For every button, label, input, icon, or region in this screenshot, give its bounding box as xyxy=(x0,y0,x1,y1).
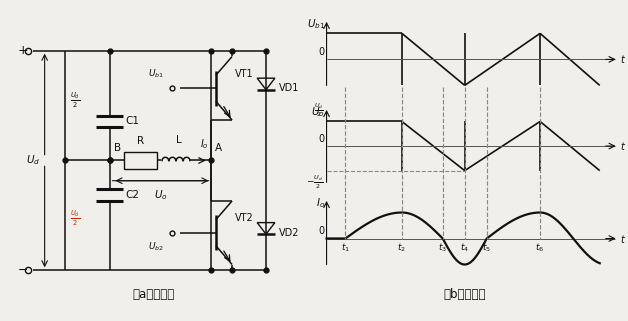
Text: $t_1$: $t_1$ xyxy=(341,242,350,255)
Text: $U_o$: $U_o$ xyxy=(311,106,325,119)
Text: A: A xyxy=(215,143,222,153)
Text: $t$: $t$ xyxy=(620,53,626,65)
Text: VD1: VD1 xyxy=(279,83,300,93)
Text: −: − xyxy=(17,264,28,277)
Text: $t$: $t$ xyxy=(620,140,626,152)
Text: B: B xyxy=(114,143,121,153)
Text: $\frac{U_d}{2}$: $\frac{U_d}{2}$ xyxy=(314,101,323,119)
Text: （b）波形图: （b）波形图 xyxy=(443,288,486,301)
Text: （a）电路图: （a）电路图 xyxy=(133,288,175,301)
Text: $t_6$: $t_6$ xyxy=(536,242,544,255)
Text: +: + xyxy=(17,44,28,57)
Text: $U_{b2}$: $U_{b2}$ xyxy=(148,241,164,253)
Text: R: R xyxy=(137,136,144,146)
Bar xyxy=(124,152,157,169)
Text: VT2: VT2 xyxy=(235,213,254,223)
Text: $I_o$: $I_o$ xyxy=(316,196,325,210)
Text: 0: 0 xyxy=(318,134,324,144)
Text: $I_o$: $I_o$ xyxy=(200,137,208,151)
Text: 0: 0 xyxy=(318,226,324,236)
Text: $t$: $t$ xyxy=(620,232,626,245)
Text: C2: C2 xyxy=(126,190,140,200)
Text: $U_{b1}$: $U_{b1}$ xyxy=(148,68,164,80)
Text: $t_4$: $t_4$ xyxy=(460,242,469,255)
Text: $U_{b1}$: $U_{b1}$ xyxy=(307,17,325,31)
Text: L: L xyxy=(176,135,182,145)
Text: $U_o$: $U_o$ xyxy=(154,188,167,202)
Text: $t_3$: $t_3$ xyxy=(438,242,447,255)
Text: 0: 0 xyxy=(318,47,324,57)
Text: $\frac{U_d}{2}$: $\frac{U_d}{2}$ xyxy=(70,209,80,228)
Text: $\frac{U_d}{2}$: $\frac{U_d}{2}$ xyxy=(70,90,80,109)
Text: $U_d$: $U_d$ xyxy=(26,154,40,167)
Text: $-\frac{U_d}{2}$: $-\frac{U_d}{2}$ xyxy=(306,173,323,191)
Text: VT1: VT1 xyxy=(235,69,254,79)
Text: VD2: VD2 xyxy=(279,228,300,238)
Text: C1: C1 xyxy=(126,117,140,126)
Text: $t_5$: $t_5$ xyxy=(482,242,491,255)
Text: $t_2$: $t_2$ xyxy=(398,242,406,255)
